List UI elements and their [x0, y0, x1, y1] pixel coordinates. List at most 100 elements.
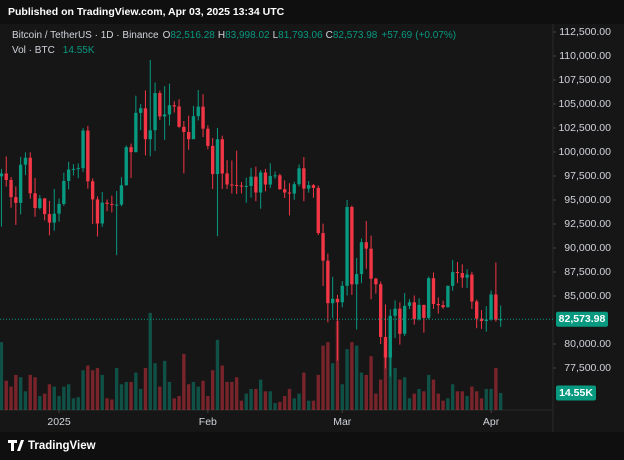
- volume-bar: [138, 388, 143, 410]
- candle-body: [81, 130, 85, 169]
- candle-body: [239, 185, 244, 187]
- candle-body: [450, 272, 455, 286]
- candle-body: [460, 273, 464, 278]
- candle-body: [42, 198, 47, 215]
- ohlc-key: L: [273, 30, 279, 41]
- volume-bar: [33, 377, 37, 410]
- candle-body: [417, 304, 421, 320]
- candle-body: [14, 197, 18, 203]
- volume-bar: [431, 379, 436, 410]
- candle-body: [38, 198, 42, 209]
- candle-body: [254, 176, 258, 193]
- candle-body: [172, 105, 176, 107]
- candle-body: [378, 284, 383, 337]
- volume-title: Vol · BTC: [12, 45, 55, 56]
- volume-bar: [278, 401, 282, 410]
- change-value: +57.69: [381, 30, 412, 41]
- ohlc-value: 82,573.98: [333, 30, 378, 41]
- volume-bar: [210, 370, 215, 410]
- candle-body: [105, 202, 109, 204]
- volume-bar: [158, 386, 162, 410]
- last-price-box: [556, 311, 608, 327]
- volume-bar: [297, 393, 301, 410]
- candle-body: [426, 278, 431, 318]
- candle-body: [215, 139, 220, 175]
- volume-bar: [422, 391, 426, 410]
- candle-body: [225, 173, 229, 185]
- brand-logo: [8, 440, 24, 451]
- volume-bar: [350, 342, 354, 410]
- volume-bar: [254, 388, 258, 410]
- volume-bar: [23, 391, 28, 410]
- candle-body: [441, 305, 445, 308]
- candle-body: [191, 116, 196, 140]
- y-tick-label: 92,500.00: [564, 218, 611, 230]
- y-tick-label: 85,000.00: [564, 290, 611, 302]
- volume-bar: [426, 374, 431, 410]
- candle-body: [374, 278, 378, 285]
- candle-body: [474, 301, 479, 319]
- candle-body: [76, 168, 80, 170]
- volume-bar: [4, 380, 8, 410]
- candle-body: [206, 128, 210, 146]
- volume-bar: [76, 397, 80, 410]
- x-tick-label: Mar: [333, 416, 352, 428]
- candle-body: [153, 93, 157, 131]
- candle-body: [167, 105, 172, 115]
- candle-body: [364, 242, 368, 249]
- volume-bar: [258, 379, 263, 410]
- published-note: Published on TradingView.com, Apr 03, 20…: [8, 6, 285, 18]
- candle-body: [18, 164, 23, 203]
- candle-body: [330, 298, 335, 304]
- candle-body: [57, 203, 61, 214]
- candle-body: [354, 274, 359, 285]
- candle-body: [273, 175, 277, 177]
- y-tick-label: 95,000.00: [564, 194, 611, 206]
- y-tick-label: 90,000.00: [564, 242, 611, 254]
- volume-bar: [153, 363, 157, 410]
- volume-bar: [215, 339, 220, 410]
- candle-body: [230, 184, 234, 186]
- volume-bar: [359, 372, 364, 410]
- volume-bar: [220, 365, 224, 410]
- candle-body: [23, 157, 28, 165]
- volume-bar: [162, 360, 167, 410]
- volume-bars: [0, 312, 503, 410]
- volume-bar: [450, 384, 455, 410]
- volume-legend: Vol · BTC 14.55K: [12, 45, 95, 56]
- ohlc-key: O: [163, 30, 171, 41]
- candle-body: [402, 305, 407, 334]
- candle-body: [47, 214, 52, 223]
- volume-bar: [489, 388, 493, 410]
- candle-body: [350, 207, 354, 285]
- volume-bar: [124, 381, 128, 410]
- candle-body: [148, 130, 152, 140]
- last-price-label: 82,573.98: [559, 313, 606, 325]
- symbol-name: Bitcoin / TetherUS · 1D · Binance: [12, 30, 159, 41]
- candle-body: [95, 199, 100, 224]
- candle-body: [71, 168, 76, 170]
- volume-bar: [9, 386, 13, 410]
- candle-body: [210, 145, 215, 175]
- volume-bar: [455, 391, 460, 410]
- volume-bar: [273, 402, 277, 410]
- y-tick-label: 97,500.00: [564, 170, 611, 182]
- volume-bar: [383, 353, 388, 410]
- candle-body: [489, 294, 493, 320]
- volume-bar: [378, 379, 383, 410]
- volume-bar: [90, 370, 95, 410]
- volume-bar: [249, 388, 253, 410]
- volume-bar: [172, 398, 176, 410]
- candle-body: [158, 93, 162, 117]
- candle-body: [234, 185, 239, 187]
- volume-bar: [105, 398, 109, 410]
- candle-body: [278, 175, 282, 190]
- volume-bar: [369, 356, 373, 410]
- volume-bar: [335, 321, 340, 410]
- volume-bar: [191, 381, 196, 410]
- candle-body: [62, 180, 66, 204]
- candle-body: [431, 278, 436, 304]
- candle-body: [393, 308, 397, 316]
- volume-bar: [234, 377, 239, 410]
- candle-body: [0, 173, 4, 177]
